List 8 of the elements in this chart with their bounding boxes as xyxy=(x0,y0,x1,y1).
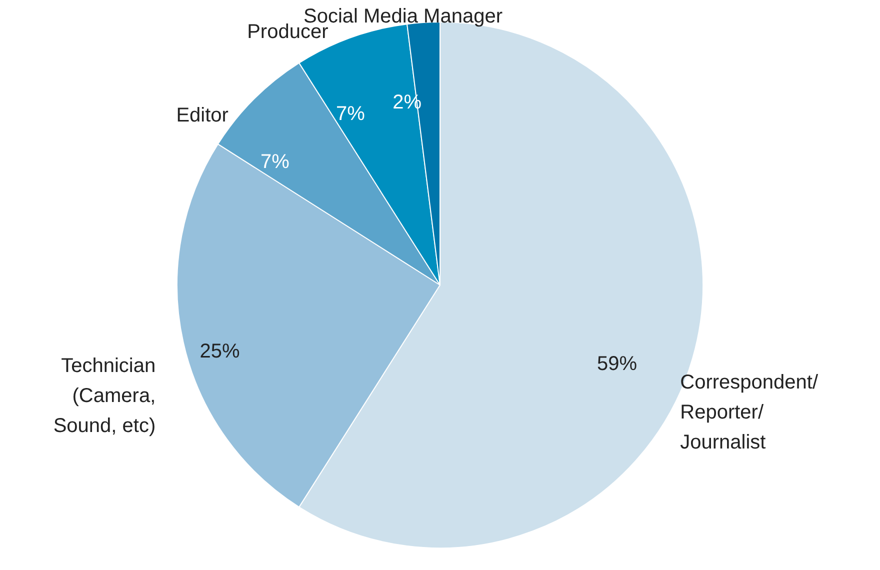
slice-label: Social Media Manager xyxy=(303,6,503,28)
data-label: 7% xyxy=(336,102,366,125)
slice-label: Technician (Camera, Sound, etc) xyxy=(53,355,156,438)
data-label: 25% xyxy=(200,340,240,363)
data-label: 59% xyxy=(596,353,638,376)
slice-label: Correspondent/ Reporter/ Journalist xyxy=(680,372,818,454)
slice-label: Editor xyxy=(176,104,229,126)
data-label: 7% xyxy=(260,150,290,173)
